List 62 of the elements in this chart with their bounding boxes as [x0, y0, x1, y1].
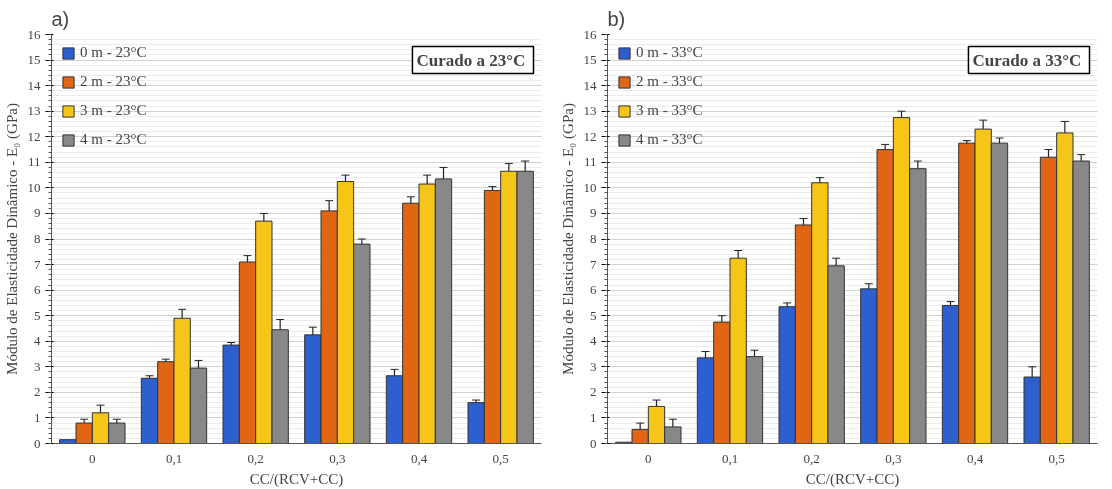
- y-tick-label: 0: [590, 435, 597, 451]
- legend-label: 0 m - 23°C: [80, 44, 147, 61]
- y-tick-label: 10: [583, 179, 597, 195]
- x-tick-label: 0,3: [329, 450, 346, 466]
- x-tick-label: 0,3: [885, 450, 902, 466]
- y-tick-label: 7: [590, 256, 597, 272]
- legend-label: 0 m - 33°C: [636, 44, 703, 61]
- y-tick-label: 14: [27, 77, 41, 93]
- y-axis-title: Módulo de Elasticidade Dinâmico - E₀ (GPa): [3, 103, 21, 375]
- y-tick-label: 11: [27, 154, 41, 170]
- y-axis-title: Módulo de Elasticidade Dinâmico - E₀ (GPa): [559, 103, 577, 375]
- x-tick-label: 0: [89, 450, 96, 466]
- y-tick-label: 7: [34, 256, 41, 272]
- x-tick-label: 0,4: [966, 450, 984, 466]
- y-tick-label: 8: [34, 231, 41, 246]
- y-tick-label: 9: [34, 205, 41, 221]
- legend-label: 2 m - 33°C: [636, 73, 703, 90]
- y-tick-label: 1: [590, 409, 597, 425]
- y-tick-label: 5: [34, 307, 41, 323]
- y-tick-label: 12: [583, 128, 597, 144]
- y-tick-label: 5: [590, 307, 597, 323]
- x-tick-label: 0,1: [165, 450, 183, 466]
- y-tick-label: 13: [583, 103, 597, 119]
- x-axis-title: CC/(RCV+CC): [249, 470, 344, 488]
- annotation: Curado a 33°C: [972, 50, 1082, 70]
- legend-label: 3 m - 23°C: [80, 102, 147, 119]
- y-tick-label: 4: [590, 333, 597, 349]
- y-tick-label: 6: [590, 282, 597, 298]
- y-tick-label: 15: [583, 52, 597, 68]
- x-tick-label: 0,5: [492, 450, 509, 466]
- x-tick-label: 0: [645, 450, 652, 466]
- y-tick-label: 2: [34, 384, 41, 400]
- y-tick-label: 3: [590, 358, 597, 374]
- x-tick-label: 0,2: [247, 450, 264, 466]
- legend-label: 2 m - 23°C: [80, 73, 147, 90]
- y-tick-label: 9: [590, 205, 597, 221]
- y-tick-label: 16: [583, 26, 597, 42]
- y-tick-label: 16: [27, 26, 41, 42]
- chart-title: a): [51, 7, 70, 30]
- y-tick-label: 13: [27, 103, 41, 119]
- y-tick-label: 10: [27, 179, 41, 195]
- y-tick-label: 8: [590, 231, 597, 246]
- legend-label: 3 m - 33°C: [636, 102, 703, 119]
- chart-title: b): [607, 7, 626, 30]
- annotation: Curado a 23°C: [416, 50, 526, 70]
- x-axis-title: CC/(RCV+CC): [805, 470, 900, 488]
- x-tick-label: 0,2: [803, 450, 820, 466]
- y-tick-label: 0: [34, 435, 41, 451]
- y-tick-label: 2: [590, 384, 597, 400]
- y-tick-label: 4: [34, 333, 41, 349]
- y-tick-label: 3: [34, 358, 41, 374]
- y-tick-label: 12: [27, 128, 41, 144]
- x-tick-label: 0,4: [410, 450, 428, 466]
- x-tick-label: 0,5: [1048, 450, 1065, 466]
- y-tick-label: 6: [34, 282, 41, 298]
- y-tick-label: 14: [583, 77, 597, 93]
- x-tick-label: 0,1: [721, 450, 739, 466]
- legend-label: 4 m - 33°C: [636, 131, 703, 148]
- y-tick-label: 15: [27, 52, 41, 68]
- legend-label: 4 m - 23°C: [80, 131, 147, 148]
- y-tick-label: 1: [34, 409, 41, 425]
- y-tick-label: 11: [583, 154, 597, 170]
